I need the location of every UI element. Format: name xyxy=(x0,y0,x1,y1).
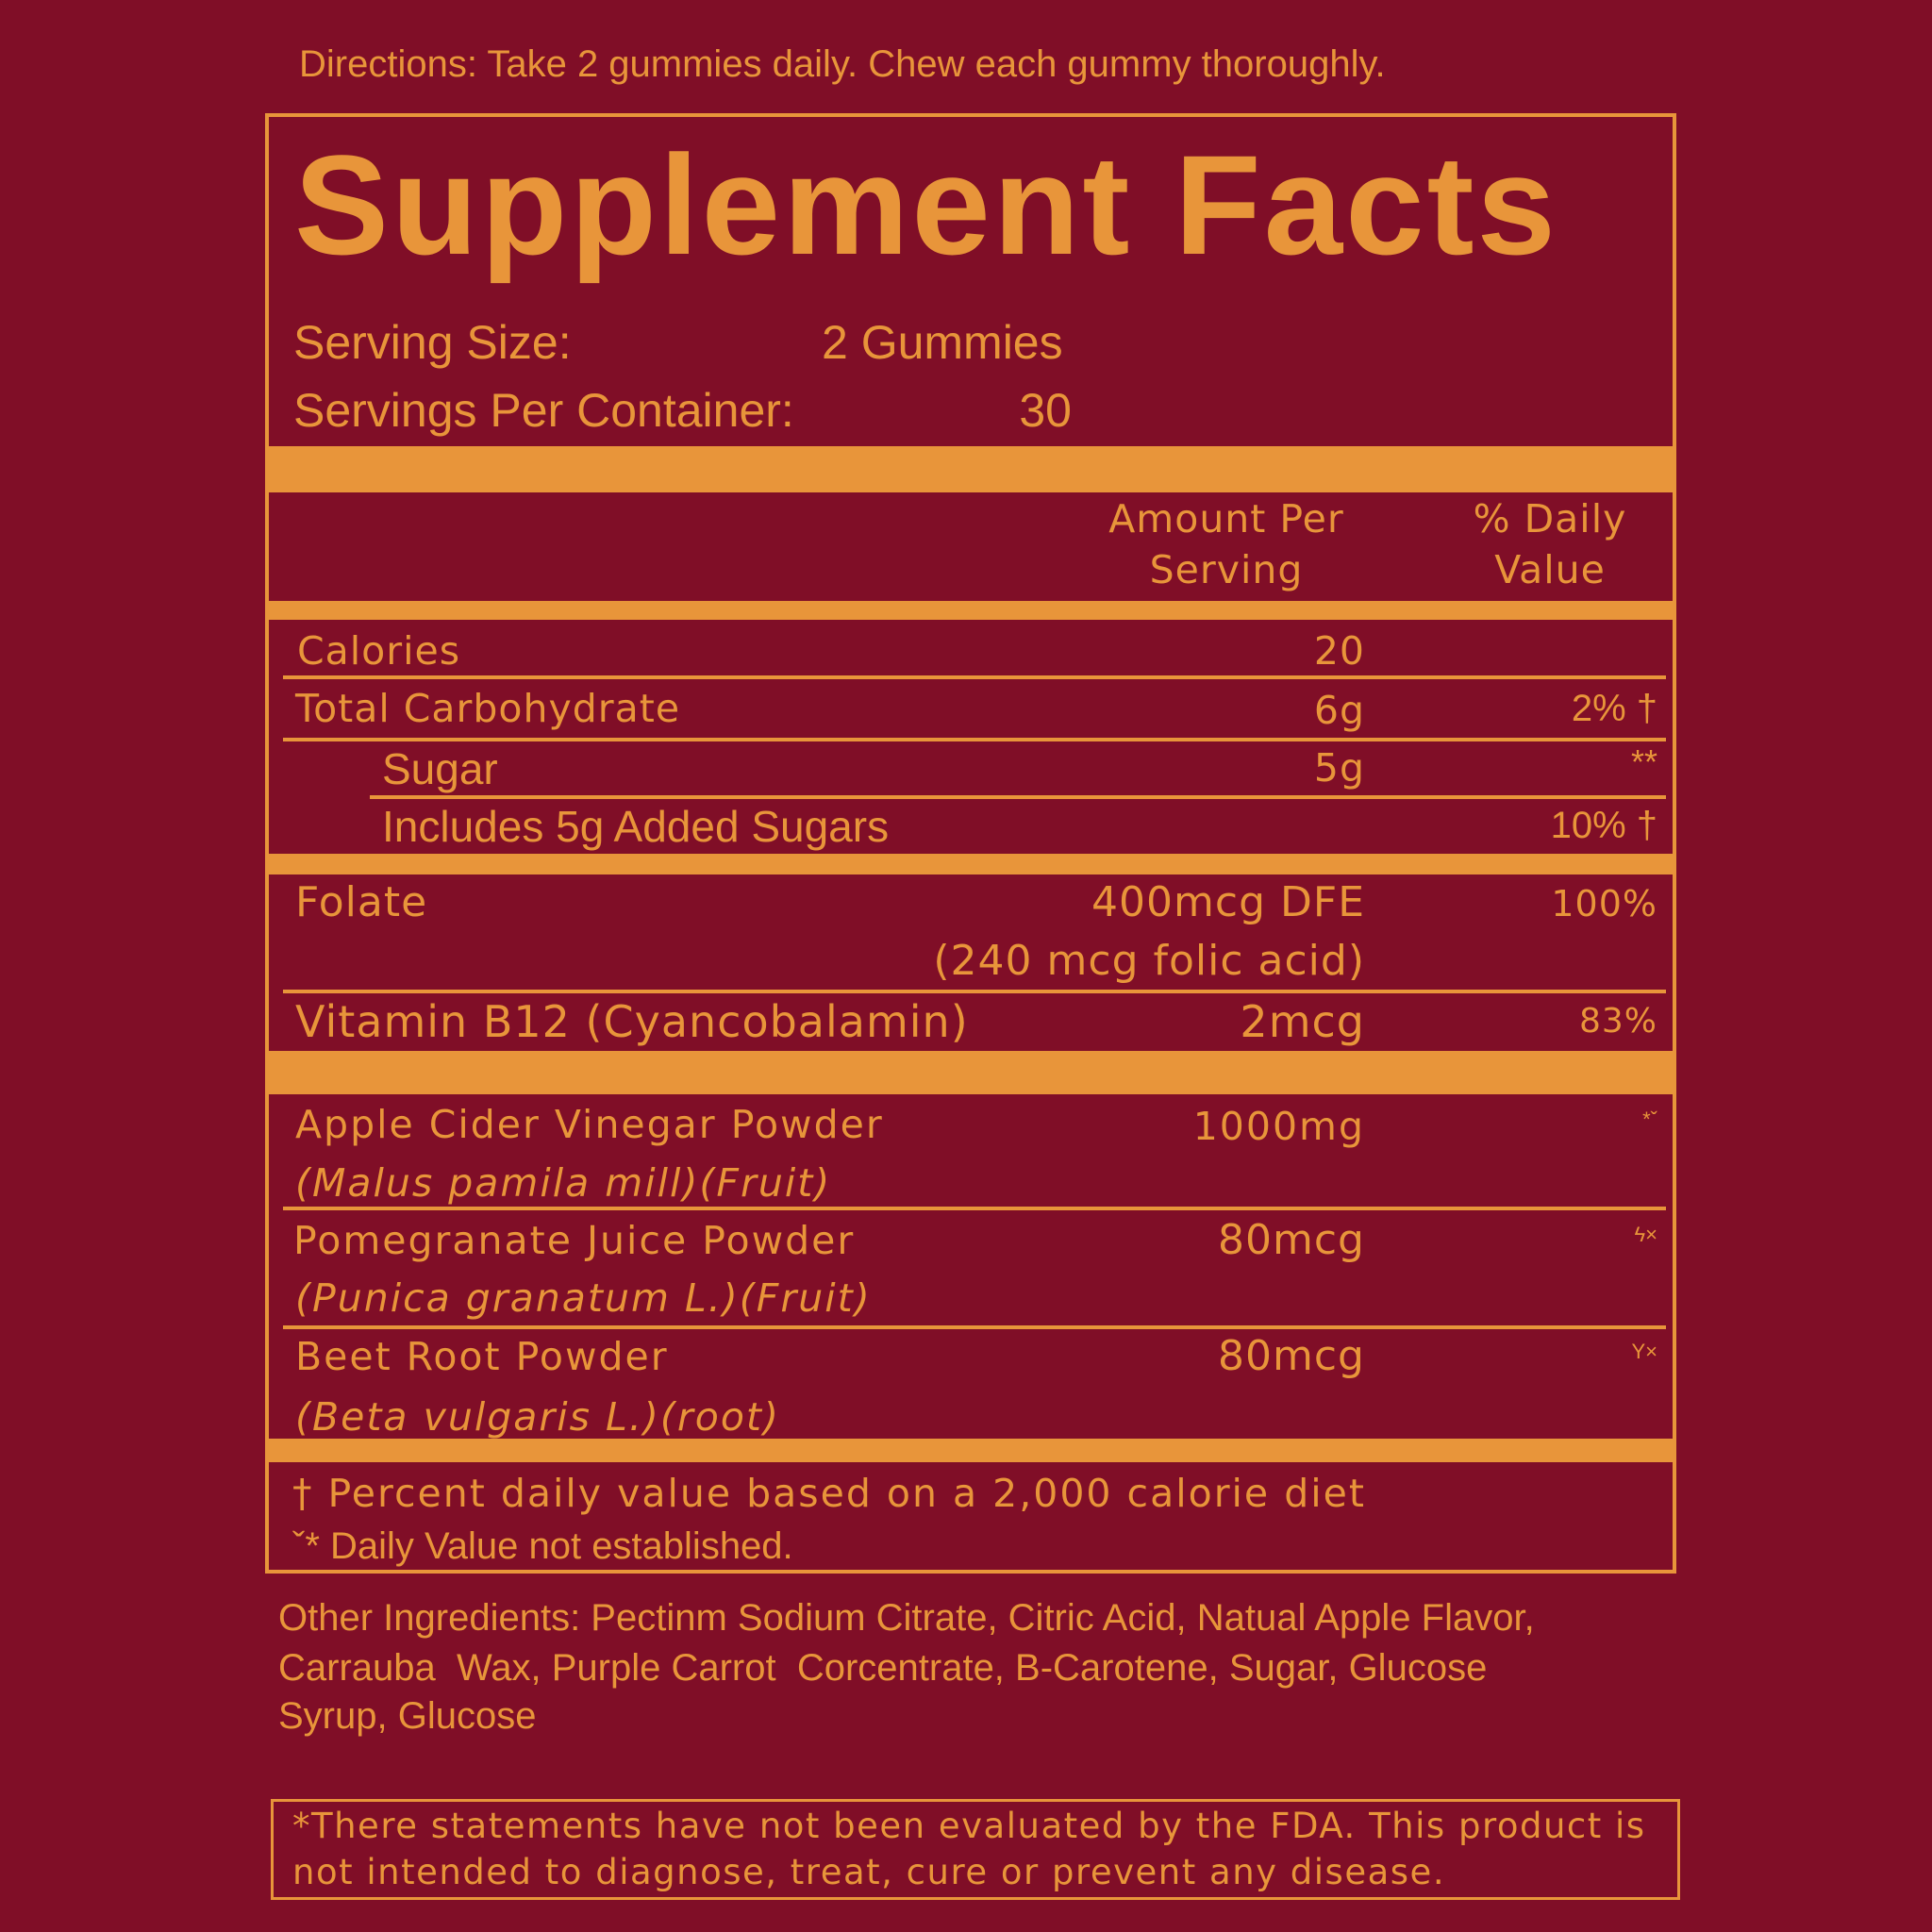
divider-band xyxy=(265,1439,1676,1462)
row-divider xyxy=(283,1325,1666,1329)
row-dv: ** xyxy=(1630,742,1657,781)
divider-band xyxy=(265,854,1676,874)
row-name: Folate xyxy=(295,878,428,926)
fda-disclaimer-line: *There statements have not been evaluate… xyxy=(292,1806,1646,1846)
row-name: Pomegranate Juice Powder xyxy=(293,1218,856,1263)
row-divider xyxy=(283,1207,1666,1210)
row-latin-name: (Beta vulgaris L.)(root) xyxy=(295,1394,780,1440)
row-dv: *ˇ xyxy=(1642,1108,1657,1131)
row-latin-name: (Punica granatum L.)(Fruit) xyxy=(295,1275,872,1321)
panel-title: Supplement Facts xyxy=(294,125,1558,284)
row-dv: Y× xyxy=(1631,1340,1657,1363)
other-ingredients-line: Carrauba Wax, Purple Carrot Corcentrate,… xyxy=(278,1647,1488,1689)
row-amount: 2mcg xyxy=(1240,996,1365,1047)
row-name: Calories xyxy=(297,628,461,674)
row-name: Includes 5g Added Sugars xyxy=(382,802,890,851)
divider-band xyxy=(265,446,1676,492)
row-name: Apple Cider Vinegar Powder xyxy=(295,1102,884,1147)
row-name: Vitamin B12 (Cyancobalamin) xyxy=(295,996,969,1047)
row-name: Total Carbohydrate xyxy=(295,686,681,731)
row-dv: ϟ× xyxy=(1634,1223,1658,1246)
header-amount-line1: Amount Per xyxy=(1108,496,1344,541)
row-divider xyxy=(283,738,1666,741)
servings-per-container-label: Servings Per Container: xyxy=(293,384,794,437)
serving-size-value: 2 Gummies xyxy=(822,316,1063,369)
row-amount: 5g xyxy=(1313,745,1365,791)
row-divider xyxy=(370,795,1666,799)
row-amount: 6g xyxy=(1313,688,1365,733)
row-dv: 83% xyxy=(1578,1002,1657,1041)
header-dv-line2: Value xyxy=(1494,547,1606,592)
row-divider xyxy=(283,990,1666,993)
row-amount: 400mcg DFE xyxy=(1091,878,1365,926)
row-dv: 100% xyxy=(1551,883,1657,924)
header-amount-line2: Serving xyxy=(1149,547,1304,592)
fda-disclaimer-line: not intended to diagnose, treat, cure or… xyxy=(292,1852,1446,1892)
row-dv: 10% † xyxy=(1550,805,1657,846)
row-name: Beet Root Powder xyxy=(295,1334,669,1379)
fda-disclaimer-box xyxy=(271,1799,1680,1900)
row-dv: 2% † xyxy=(1571,688,1657,729)
divider-band xyxy=(265,601,1676,620)
footnote-not-established: ˇ* Daily Value not established. xyxy=(292,1525,793,1567)
row-amount-detail: (240 mcg folic acid) xyxy=(933,937,1365,985)
header-dv-line1: % Daily xyxy=(1473,496,1627,541)
serving-size-label: Serving Size: xyxy=(293,316,572,369)
row-name: Sugar xyxy=(382,744,498,793)
row-amount: 20 xyxy=(1313,628,1365,674)
row-amount: 80mcg xyxy=(1218,1332,1365,1380)
supplement-facts-panel xyxy=(265,113,1676,1574)
footnote-daily-value: † Percent daily value based on a 2,000 c… xyxy=(292,1471,1366,1516)
divider-band xyxy=(265,1051,1676,1094)
servings-per-container-value: 30 xyxy=(1019,384,1072,437)
row-latin-name: (Malus pamila mill)(Fruit) xyxy=(295,1160,832,1206)
row-amount: 1000mg xyxy=(1192,1104,1365,1149)
row-amount: 80mcg xyxy=(1218,1216,1365,1264)
other-ingredients-line: Other Ingredients: Pectinm Sodium Citrat… xyxy=(278,1597,1535,1639)
other-ingredients-line: Syrup, Glucose xyxy=(278,1695,537,1737)
directions-text: Directions: Take 2 gummies daily. Chew e… xyxy=(299,43,1386,85)
row-divider xyxy=(283,675,1666,679)
